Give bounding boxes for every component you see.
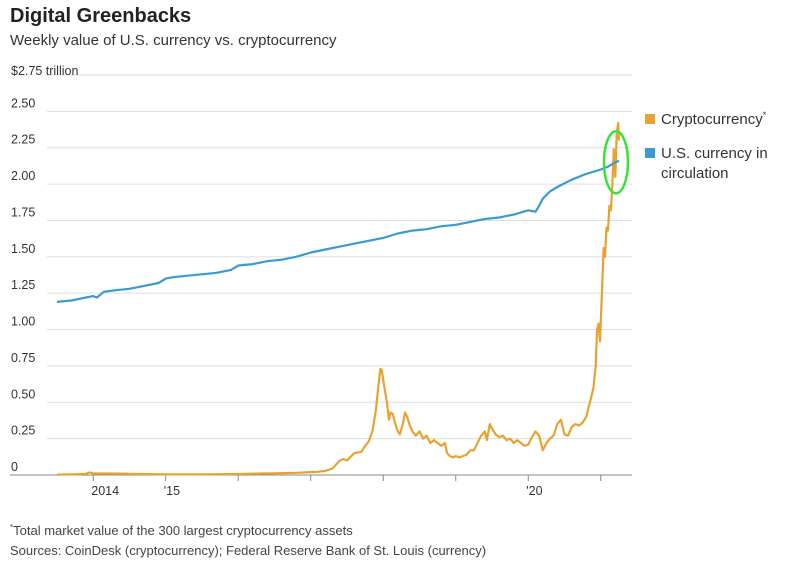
legend-currency-label: U.S. currency in bbox=[661, 145, 768, 162]
y-tick-label: 2.50 bbox=[11, 96, 35, 110]
footnote-marker: * bbox=[10, 523, 14, 532]
footnotes: *Total market value of the 300 largest c… bbox=[10, 518, 486, 561]
legend-crypto-swatch bbox=[645, 114, 655, 124]
footnote-text: Total market value of the 300 largest cr… bbox=[13, 523, 353, 538]
y-tick-label: 1.75 bbox=[11, 205, 35, 219]
highlight-circle bbox=[602, 130, 630, 195]
legend-currency-swatch bbox=[645, 148, 655, 158]
y-tick-label: 2.25 bbox=[11, 133, 35, 147]
legend-crypto-label: Cryptocurrency* bbox=[661, 110, 767, 128]
footnote: *Total market value of the 300 largest c… bbox=[10, 518, 486, 541]
y-tick-label: 1.00 bbox=[11, 315, 35, 329]
legend-marker: * bbox=[763, 110, 767, 120]
legend-currency-label: circulation bbox=[661, 165, 729, 182]
x-axis-ticks: 2014 '15 '20 bbox=[91, 475, 602, 498]
y-tick-label: 2.00 bbox=[11, 169, 35, 183]
y-tick-label: 0 bbox=[11, 460, 18, 474]
y-tick-label: 0.25 bbox=[11, 424, 35, 438]
y-gridlines: 0 0.25 0.50 0.75 1.00 1.25 1.50 1.75 2.00 2.25 2.5… bbox=[11, 74, 632, 474]
x-tick-label: 2014 bbox=[91, 484, 119, 498]
y-tick-label: 0.50 bbox=[11, 387, 35, 401]
legend: Cryptocurrency* U.S. currency in circulati… bbox=[645, 110, 768, 182]
y-tick-label: 0.75 bbox=[11, 351, 35, 365]
y-unit-label: $2.75 trillion bbox=[11, 64, 78, 78]
y-tick-label: 1.50 bbox=[11, 242, 35, 256]
currency-series-line bbox=[56, 159, 620, 303]
chart-title: Digital Greenbacks bbox=[10, 5, 192, 27]
chart-subtitle: Weekly value of U.S. currency vs. crypto… bbox=[10, 32, 337, 49]
y-tick-label: 1.25 bbox=[11, 278, 35, 292]
sources-note: Sources: CoinDesk (cryptocurrency); Fede… bbox=[10, 543, 487, 558]
crypto-series-line bbox=[56, 121, 620, 476]
x-tick-label: '15 bbox=[164, 484, 180, 498]
x-tick-label: '20 bbox=[526, 484, 542, 498]
